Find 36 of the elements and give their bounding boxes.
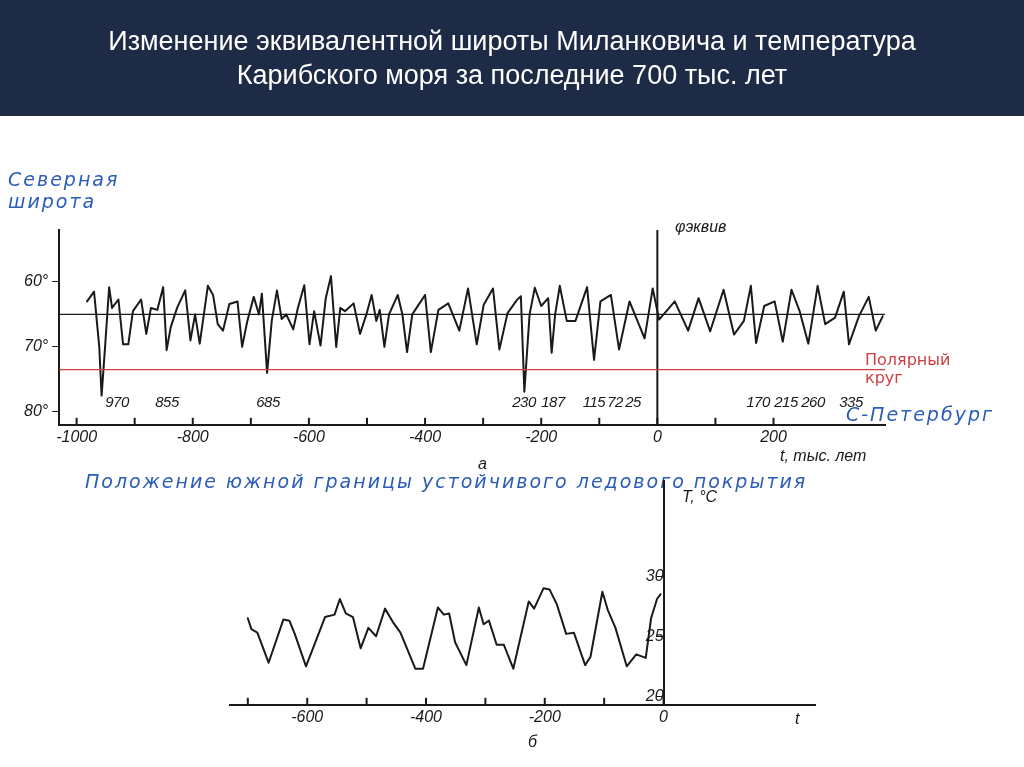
- text: а: [478, 455, 487, 473]
- y-axis-title: T, °C: [682, 488, 718, 506]
- x-tick-label: -400: [409, 707, 443, 725]
- x-axis-title: t, тыс. лет: [780, 447, 867, 465]
- annotation: 970: [105, 393, 129, 410]
- y-tick-label: 80°: [23, 402, 49, 420]
- annotation: 855: [155, 393, 179, 410]
- x-tick-label: -600: [291, 707, 324, 725]
- annotation: 72: [607, 393, 623, 410]
- chart-title: Изменение эквивалентной широты Миланковича и температура Карибского моря за последние 700 тыс. лет: [0, 0, 1024, 116]
- x-tick-label: -600: [292, 427, 326, 445]
- x-tick-label: -200: [528, 707, 561, 725]
- x-tick-label: -1000: [56, 427, 98, 445]
- x-tick-label: 0: [652, 427, 662, 445]
- y-tick-label: 20: [644, 686, 664, 704]
- x-axis-title: t: [795, 710, 800, 728]
- annotation: 230: [512, 393, 536, 410]
- x-tick-label: -800: [176, 427, 209, 445]
- annotation: φэквив: [675, 218, 727, 236]
- y-tick-label: 60°: [23, 272, 49, 290]
- y-axis-title: Северная широта: [8, 168, 121, 212]
- annotation: 187: [541, 393, 565, 410]
- annotation: 115: [582, 393, 606, 410]
- ref-line-label: Полярный круг: [865, 349, 951, 387]
- x-tick-label: 200: [759, 427, 787, 445]
- x-tick-label: 0: [659, 707, 669, 725]
- annotation: 685: [256, 393, 280, 410]
- y-tick-label: 30: [645, 566, 664, 584]
- text: б: [528, 733, 537, 751]
- annotation: 170: [746, 393, 770, 410]
- x-tick-label: -200: [525, 427, 558, 445]
- x-tick-label: -400: [409, 427, 442, 445]
- annotation: 215: [774, 393, 798, 410]
- y-tick-label: 70°: [23, 337, 49, 355]
- annotation: 260: [801, 393, 825, 410]
- annotation: 25: [625, 393, 641, 410]
